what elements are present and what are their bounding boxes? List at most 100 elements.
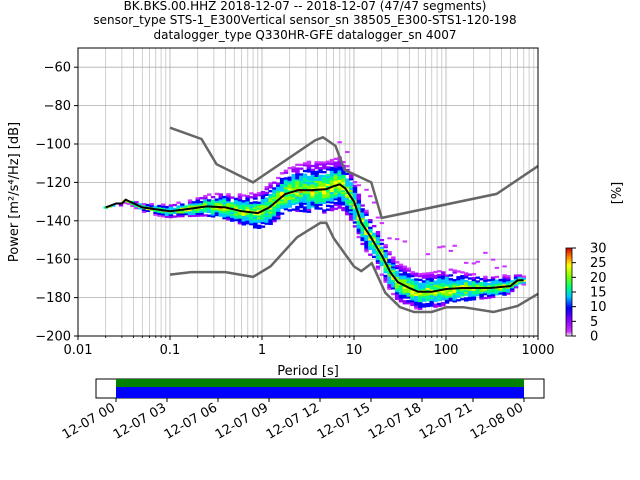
histogram-cell [161,205,166,208]
histogram-cell [203,214,208,217]
histogram-cell [398,298,404,301]
histogram-cell [448,281,454,285]
histogram-cell [352,225,358,228]
histogram-cell [337,175,342,179]
histogram-cell [222,201,227,204]
histogram-cell [521,279,526,282]
histogram-cell [256,192,262,195]
histogram-cell [440,296,446,299]
histogram-cell [237,204,243,208]
histogram-cell [272,208,277,211]
histogram-cell [502,278,507,281]
histogram-cell [176,213,181,216]
histogram-cell [337,171,342,175]
histogram-cell [195,202,200,206]
histogram-cell [437,304,442,308]
colorbar-tick-label: 20 [590,271,607,286]
histogram-cell [360,212,365,215]
histogram-cell [199,197,204,200]
histogram-cell [391,264,396,267]
histogram-cell [333,161,339,164]
histogram-cell [398,277,404,280]
histogram-cell [460,284,465,287]
histogram-cell [241,221,246,224]
histogram-cell [383,255,388,258]
histogram-cell [253,224,258,227]
histogram-cell [245,200,250,204]
histogram-cell [452,269,457,272]
histogram-cell [329,168,335,171]
histogram-cell [218,197,223,200]
histogram-cell [391,258,396,261]
histogram-cell [184,211,189,214]
histogram-cell [256,203,262,206]
histogram-cell [103,206,108,209]
histogram-cell [325,204,331,208]
histogram-cell [387,279,392,283]
histogram-cell [479,278,484,281]
histogram-cell [394,264,400,268]
histogram-cell [302,208,308,211]
histogram-cell [379,248,385,251]
histogram-cell [433,297,438,301]
histogram-cell [425,253,431,256]
nhnm-curve [169,126,539,220]
histogram-cell [268,209,273,212]
histogram-cell [490,293,496,297]
histogram-cell [329,180,335,183]
histogram-cell [314,205,319,208]
histogram-cell [141,208,147,212]
histogram-cell [471,296,477,299]
histogram-cell [306,195,312,198]
histogram-cell [272,214,277,217]
histogram-cell [161,211,166,214]
histogram-cell [176,205,181,208]
histogram-cell [310,164,316,168]
histogram-cell [237,216,243,219]
histogram-cell [513,274,519,277]
histogram-cell [287,193,293,197]
histogram-cell [333,178,339,182]
histogram-cell [464,279,469,283]
histogram-cell [318,192,323,195]
histogram-cell [295,169,300,172]
histogram-cell [164,207,170,211]
histogram-cell [306,208,312,211]
histogram-cell [306,176,312,179]
histogram-cell [356,184,362,187]
histogram-cell [398,286,404,290]
histogram-cell [341,195,346,198]
histogram-cell [291,175,296,179]
histogram-cell [172,211,177,214]
histogram-cell [448,293,454,296]
histogram-cell [498,288,503,291]
histogram-cell [471,288,477,291]
histogram-cell [237,202,243,206]
histogram-cell [276,213,281,216]
histogram-cell [448,297,454,300]
histogram-cell [276,211,281,214]
histogram-cell [245,214,250,217]
histogram-cell [379,222,385,225]
histogram-cell [433,288,438,291]
histogram-cell [471,273,477,276]
histogram-cell [322,197,327,201]
histogram-cell [360,217,365,221]
histogram-cell [172,215,177,218]
histogram-cell [494,291,500,294]
histogram-cell [356,228,362,231]
colorbar-tick-label: 5 [590,315,598,330]
histogram-cell [368,245,373,249]
histogram-cell [490,295,496,299]
histogram-cell [464,285,469,289]
histogram-cell [490,258,496,261]
histogram-cell [414,301,419,304]
timeline-tick-label: 12-07 03 [111,400,169,442]
histogram-cell [218,193,223,196]
histogram-cell [145,209,151,213]
histogram-cell [249,192,254,195]
histogram-cell [433,292,438,295]
histogram-cell [345,182,350,185]
histogram-cell [387,251,392,254]
histogram-cell [203,208,208,211]
